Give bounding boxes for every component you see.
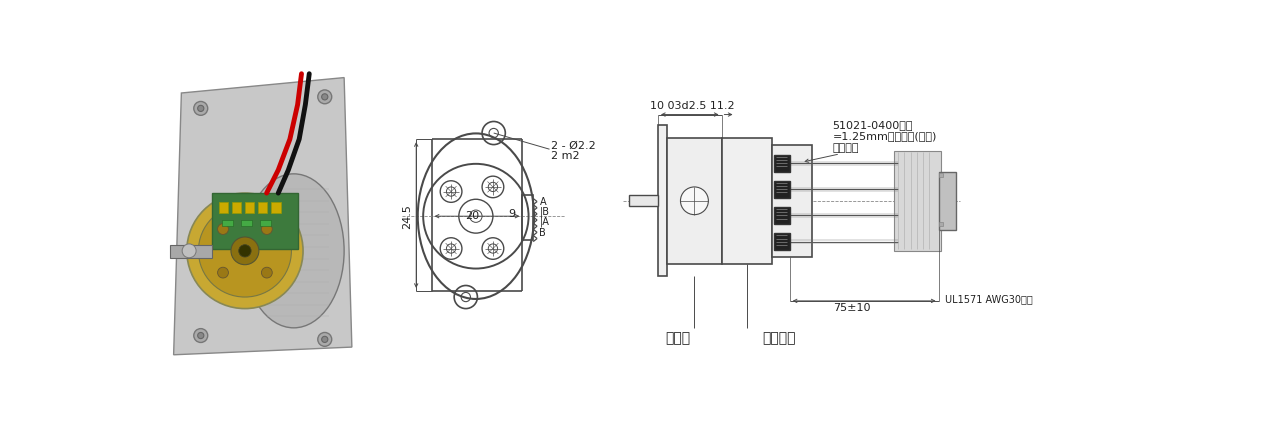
Bar (258, 202, 267, 213)
Bar (939, 171, 955, 230)
Text: 9: 9 (509, 209, 516, 219)
Bar (271, 202, 281, 213)
Circle shape (218, 224, 229, 235)
Bar (774, 181, 789, 198)
Circle shape (182, 244, 196, 258)
Circle shape (197, 106, 204, 111)
Bar (213, 193, 297, 249)
Circle shape (239, 245, 252, 257)
Text: 24.5: 24.5 (402, 204, 412, 229)
Bar (774, 233, 789, 250)
Bar (245, 202, 254, 213)
Text: 2 - Ø2.2: 2 - Ø2.2 (552, 141, 596, 151)
Bar (261, 220, 271, 226)
Circle shape (187, 193, 304, 308)
Text: 变速箱: 变速箱 (665, 332, 691, 346)
Text: A: A (539, 197, 546, 207)
Circle shape (262, 267, 272, 278)
Circle shape (231, 237, 259, 265)
Bar (629, 195, 658, 206)
Text: 20: 20 (466, 211, 479, 221)
Text: 或同等。: 或同等。 (832, 143, 859, 153)
Circle shape (318, 333, 331, 346)
Bar (668, 138, 721, 264)
Bar (894, 151, 941, 251)
Bar (772, 145, 812, 257)
Circle shape (681, 187, 708, 215)
Circle shape (318, 90, 331, 104)
Bar (522, 195, 534, 240)
Bar (721, 138, 772, 264)
Bar (221, 220, 233, 226)
Polygon shape (173, 78, 352, 355)
Text: UL1571 AWG30系列: UL1571 AWG30系列 (945, 295, 1032, 304)
Bar (242, 220, 252, 226)
Bar (231, 202, 242, 213)
Circle shape (321, 336, 328, 343)
Text: |A: |A (539, 217, 549, 227)
Ellipse shape (243, 174, 344, 328)
Circle shape (194, 329, 207, 343)
Circle shape (194, 101, 207, 115)
Bar (219, 202, 228, 213)
Circle shape (262, 224, 272, 235)
Text: 75±10: 75±10 (832, 303, 870, 313)
Bar (158, 62, 367, 366)
Bar (940, 222, 944, 226)
Text: 步进电机: 步进电机 (763, 332, 796, 346)
Bar (170, 245, 213, 258)
Bar (940, 173, 944, 177)
Circle shape (199, 205, 291, 297)
Bar (658, 125, 668, 276)
Circle shape (218, 267, 229, 278)
Circle shape (197, 333, 204, 338)
Bar (774, 207, 789, 224)
Circle shape (321, 94, 328, 100)
Text: =1.25mm单排壳体(白色): =1.25mm单排壳体(白色) (832, 131, 937, 141)
Text: B: B (539, 228, 546, 238)
Text: 51021-0400间距: 51021-0400间距 (832, 120, 913, 130)
Bar (774, 154, 789, 171)
Text: 10 03d2.5 11.2: 10 03d2.5 11.2 (650, 101, 735, 111)
Text: |B: |B (539, 206, 549, 216)
Text: 2 m2: 2 m2 (552, 151, 579, 161)
